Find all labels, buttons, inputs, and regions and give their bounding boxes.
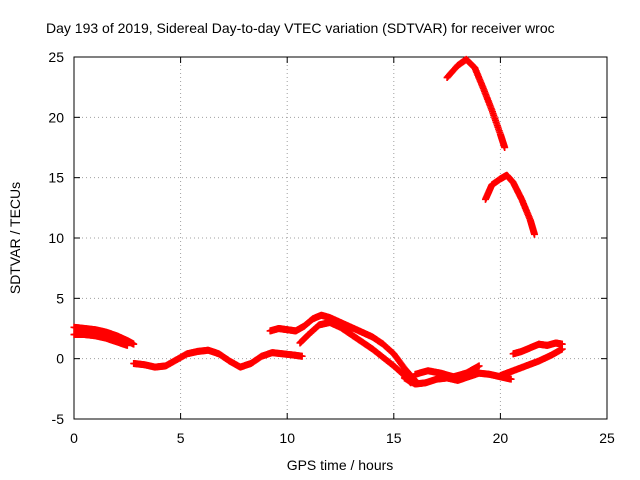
series-arc-10	[443, 55, 509, 151]
y-axis-label: SDTVAR / TECUs	[7, 182, 23, 294]
x-tick-label: 15	[386, 430, 402, 446]
series-arc-2	[70, 331, 131, 349]
series-arc-3	[130, 346, 306, 371]
x-tick-label: 10	[279, 430, 295, 446]
grid-lines	[74, 57, 607, 419]
chart-title: Day 193 of 2019, Sidereal Day-to-day VTE…	[46, 20, 555, 36]
series-arc-11	[481, 171, 539, 238]
y-tick-label: 10	[48, 230, 64, 246]
y-tick-label: 25	[48, 49, 64, 65]
x-tick-labels: 0 5 10 15 20 25	[70, 430, 615, 446]
series-arc-9	[509, 339, 566, 358]
y-tick-label: -5	[52, 411, 65, 427]
series-arc-7	[411, 362, 483, 381]
y-tick-labels: -5 0 5 10 15 20 25	[48, 49, 64, 427]
x-tick-label: 20	[493, 430, 509, 446]
series-arc-8	[496, 345, 566, 380]
y-tick-label: 15	[48, 170, 64, 186]
data-point	[531, 230, 539, 238]
y-tick-label: 20	[48, 109, 64, 125]
y-tick-label: 0	[56, 351, 64, 367]
series-arc-4	[266, 311, 419, 384]
data-point	[475, 362, 483, 370]
y-tick-label: 5	[56, 290, 64, 306]
x-axis-label: GPS time / hours	[287, 457, 394, 473]
data-point	[130, 340, 138, 348]
data-points	[70, 55, 566, 388]
x-tick-label: 5	[177, 430, 185, 446]
data-point	[558, 340, 566, 348]
data-point	[507, 375, 515, 383]
x-tick-label: 0	[70, 430, 78, 446]
axis-ticks	[73, 56, 608, 420]
data-point	[501, 144, 509, 151]
data-point	[123, 341, 131, 349]
series-arc-5	[296, 318, 415, 387]
x-tick-label: 25	[599, 430, 615, 446]
data-point	[298, 352, 306, 360]
